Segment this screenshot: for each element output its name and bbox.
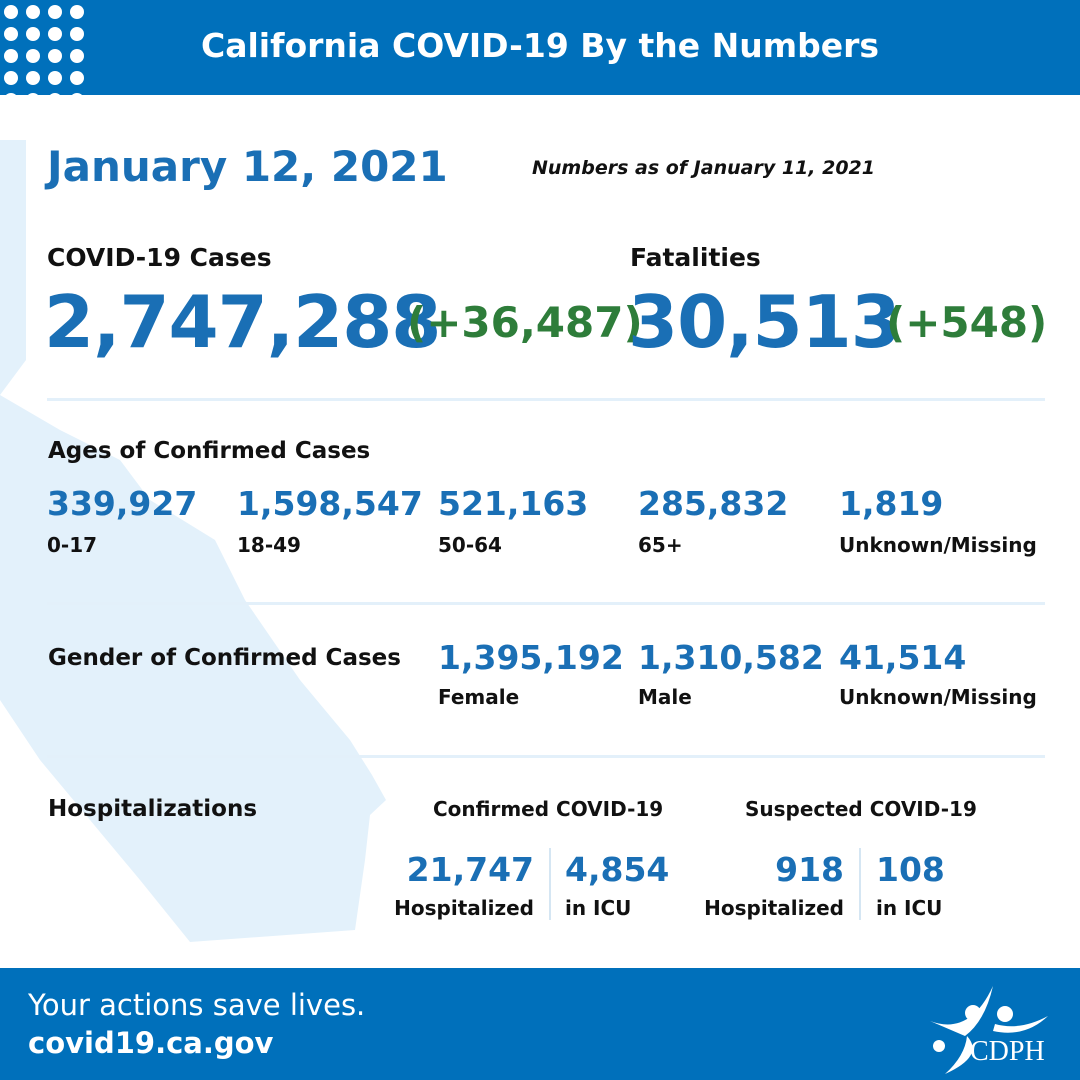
ages-title: Ages of Confirmed Cases [48,438,371,464]
ages-label: 0-17 [47,533,98,557]
cases-delta: (+36,487) [407,298,643,347]
dot [48,93,62,107]
gender-label: Unknown/Missing [839,685,1037,709]
dot [70,93,84,107]
dot [4,71,18,85]
dot [26,93,40,107]
divider [47,755,1045,758]
fatalities-value: 30,513 [628,280,901,364]
ages-value: 339,927 [47,484,198,523]
logo-text: CDPH [970,1036,1045,1067]
ages-label: 50-64 [438,533,502,557]
suspected-hosp-label: Hospitalized [704,896,844,920]
dot [26,71,40,85]
cases-label: COVID-19 Cases [47,243,272,272]
dot [48,71,62,85]
cases-value: 2,747,288 [44,280,441,364]
confirmed-icu-value: 4,854 [565,850,670,889]
gender-title: Gender of Confirmed Cases [48,645,401,671]
dot [4,93,18,107]
dot [26,5,40,19]
as-of-note: Numbers as of January 11, 2021 [532,157,875,179]
tagline: Your actions save lives. [28,988,366,1022]
dot [4,49,18,63]
dot [4,5,18,19]
fatalities-label: Fatalities [630,243,761,272]
page-title: California COVID-19 By the Numbers [201,26,879,65]
ages-label: 65+ [638,533,683,557]
confirmed-icu-label: in ICU [565,896,632,920]
footer: Your actions save lives. covid19.ca.gov … [0,968,1080,1080]
gender-label: Female [438,685,520,709]
divider [47,602,1045,605]
report-date: January 12, 2021 [47,142,448,191]
divider [47,398,1045,401]
ages-value: 1,598,547 [237,484,423,523]
divider [549,848,551,920]
divider [859,848,861,920]
dot [4,27,18,41]
confirmed-title: Confirmed COVID-19 [433,797,664,821]
ages-label: Unknown/Missing [839,533,1037,557]
ages-label: 18-49 [237,533,301,557]
confirmed-hosp-label: Hospitalized [394,896,534,920]
ages-value: 521,163 [438,484,589,523]
ages-value: 1,819 [839,484,944,523]
cdph-logo: CDPH [930,986,1048,1074]
dot [26,49,40,63]
suspected-icu-label: in ICU [876,896,943,920]
gender-value: 1,395,192 [438,638,624,677]
dot [70,27,84,41]
gender-value: 41,514 [839,638,967,677]
dot [26,27,40,41]
dot [48,49,62,63]
gender-label: Male [638,685,692,709]
hospitalizations-title: Hospitalizations [48,796,258,822]
suspected-title: Suspected COVID-19 [745,797,977,821]
dot [70,49,84,63]
website-link[interactable]: covid19.ca.gov [28,1026,274,1060]
dot [70,71,84,85]
ages-value: 285,832 [638,484,789,523]
dot [48,5,62,19]
header-banner: California COVID-19 By the Numbers [0,0,1080,107]
dot [70,5,84,19]
dot [48,27,62,41]
confirmed-hosp-value: 21,747 [406,850,534,889]
fatalities-delta: (+548) [886,298,1048,347]
suspected-hosp-value: 918 [775,850,844,889]
suspected-icu-value: 108 [876,850,945,889]
gender-value: 1,310,582 [638,638,824,677]
